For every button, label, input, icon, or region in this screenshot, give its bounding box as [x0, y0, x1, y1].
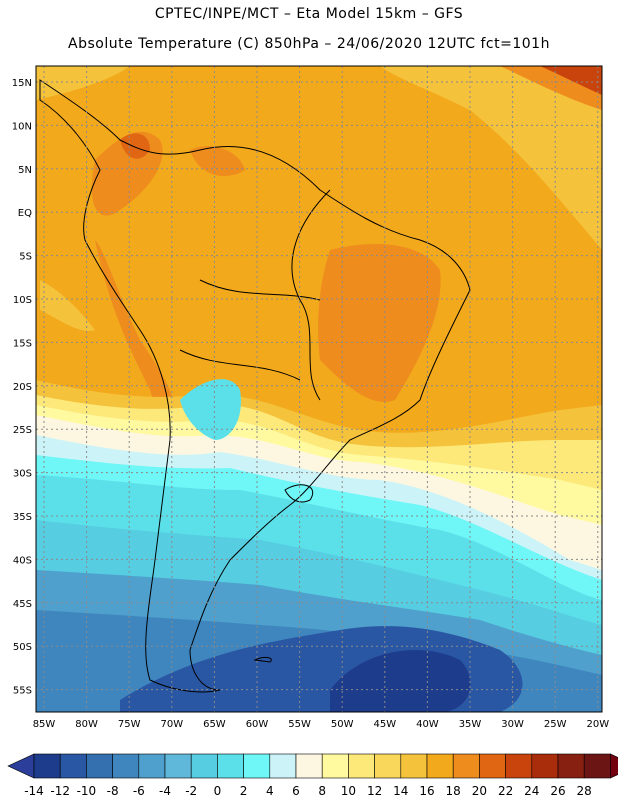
lon-label: 35W — [459, 719, 482, 730]
colorbar-swatch — [583, 753, 611, 779]
colorbar-swatch — [190, 753, 218, 779]
colorbar-swatch — [295, 753, 323, 779]
colorbar-label: 20 — [472, 784, 487, 798]
colorbar-label: 24 — [524, 784, 539, 798]
lon-label: 80W — [75, 719, 98, 730]
colorbar-swatch — [243, 753, 271, 779]
field-brazil-highlands — [318, 244, 441, 402]
colorbar-over-arrow — [610, 753, 618, 779]
lon-label: 20W — [586, 719, 609, 730]
colorbar-label: -12 — [50, 784, 70, 798]
colorbar-label: 22 — [498, 784, 513, 798]
latitude-labels: 15N 10N 5N EQ 5S 10S 15S 20S 25S 30S 35S 40S 45S 50S 5… — [12, 78, 32, 697]
lon-label: 65W — [203, 719, 226, 730]
colorbar-swatch — [557, 753, 585, 779]
lat-label: 10S — [13, 295, 32, 306]
map-frame — [35, 65, 603, 713]
colorbar-label: -8 — [107, 784, 119, 798]
field-andes-central — [95, 240, 180, 433]
lat-label: 25S — [13, 425, 32, 436]
temperature-field — [36, 66, 602, 712]
lat-label: EQ — [18, 208, 32, 219]
lon-label: 85W — [33, 719, 56, 730]
colorbar-swatch — [33, 753, 61, 779]
lon-label: 55W — [288, 719, 311, 730]
colorbar: -14 -12 -10 -8 -6 -4 -2 0 2 4 6 8 10 12 14 16 18 20 22 24 26… — [7, 753, 618, 798]
lat-label: 55S — [13, 686, 32, 697]
colorbar-under-arrow — [7, 753, 35, 779]
title-line-1: CPTEC/INPE/MCT – Eta Model 15km – GFS — [154, 6, 464, 22]
lon-label: 60W — [246, 719, 269, 730]
colorbar-swatch — [531, 753, 559, 779]
colorbar-swatch — [479, 753, 506, 779]
lat-label: 10N — [12, 121, 32, 132]
lat-label: 50S — [13, 642, 32, 653]
lat-label: 35S — [13, 512, 32, 523]
colorbar-label: 8 — [318, 784, 326, 798]
colorbar-swatch — [452, 753, 480, 779]
colorbar-label: -4 — [159, 784, 171, 798]
coastlines — [39, 79, 471, 693]
colorbar-label: 6 — [292, 784, 300, 798]
lat-label: 20S — [13, 382, 32, 393]
lon-label: 25W — [544, 719, 567, 730]
lakes-islands — [253, 484, 313, 663]
graticule — [36, 66, 602, 712]
colorbar-label: -6 — [133, 784, 145, 798]
colorbar-swatch — [374, 753, 402, 779]
lon-label: 40W — [416, 719, 439, 730]
lat-label: 40S — [13, 555, 32, 566]
colorbar-label: 10 — [341, 784, 356, 798]
colorbar-swatch — [426, 753, 454, 779]
field-cold-pocket — [180, 379, 241, 440]
title-line-2: Absolute Temperature (C) 850hPa – 24/06/… — [68, 36, 550, 52]
colorbar-label: -10 — [77, 784, 97, 798]
colorbar-label: 14 — [393, 784, 408, 798]
lon-label: 45W — [373, 719, 396, 730]
colorbar-label: 12 — [367, 784, 382, 798]
field-minus14 — [330, 650, 471, 712]
field-16-18-nw — [36, 66, 130, 100]
lat-label: 45S — [13, 599, 32, 610]
south-america-coast — [39, 79, 471, 693]
colorbar-swatch — [269, 753, 297, 779]
colorbar-swatch — [164, 753, 192, 779]
colorbar-label: 18 — [446, 784, 461, 798]
colorbar-label: 16 — [419, 784, 434, 798]
colorbar-label: 0 — [214, 784, 222, 798]
colorbar-swatch — [86, 753, 113, 779]
colorbar-swatch — [138, 753, 166, 779]
lon-label: 75W — [118, 719, 141, 730]
lat-label: 5S — [19, 252, 32, 263]
country-borders — [179, 189, 331, 401]
longitude-labels: 85W 80W 75W 70W 65W 60W 55W 50W 45W 40W 35W 30W 25W 2… — [33, 719, 610, 730]
colorbar-swatch — [400, 753, 428, 779]
colorbar-swatch — [321, 753, 349, 779]
lon-label: 30W — [501, 719, 524, 730]
lon-label: 70W — [160, 719, 183, 730]
lat-label: 15S — [13, 338, 32, 349]
colorbar-label: 4 — [266, 784, 274, 798]
lat-label: 30S — [13, 469, 32, 480]
field-24-ne — [540, 66, 602, 95]
field-pacific-band — [40, 280, 95, 331]
lat-label: 5N — [18, 165, 32, 176]
field-andes-north-hot — [120, 133, 150, 159]
colorbar-swatch — [505, 753, 533, 779]
colorbar-label: -2 — [185, 784, 197, 798]
colorbar-label: 26 — [550, 784, 565, 798]
lat-label: 15N — [12, 78, 32, 89]
lon-label: 50W — [331, 719, 354, 730]
colorbar-swatch — [59, 753, 87, 779]
field-16-18-ne — [380, 66, 602, 250]
colorbar-label: 2 — [240, 784, 248, 798]
colorbar-label: -14 — [24, 784, 44, 798]
colorbar-swatch — [112, 753, 140, 779]
colorbar-swatch — [348, 753, 375, 779]
colorbar-label: 28 — [577, 784, 592, 798]
colorbar-swatch — [217, 753, 244, 779]
